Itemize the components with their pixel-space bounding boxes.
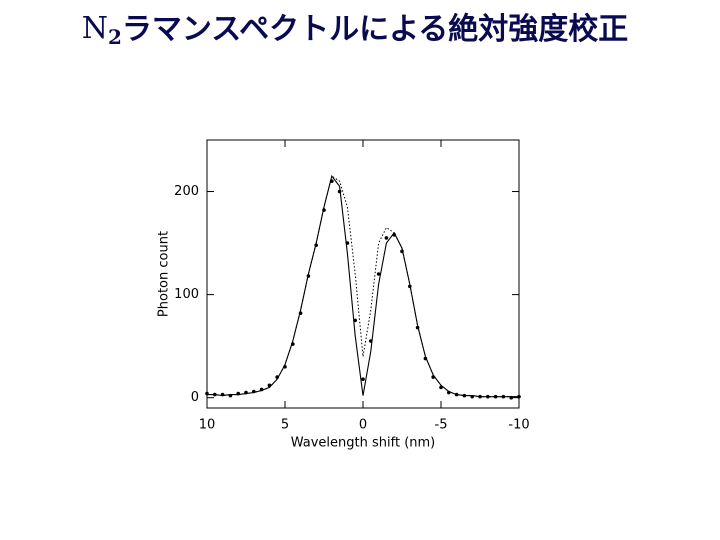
data-point xyxy=(439,385,443,390)
data-point xyxy=(384,236,389,240)
data-point xyxy=(408,284,412,289)
data-point xyxy=(236,391,240,396)
data-point xyxy=(220,392,225,397)
data-point xyxy=(314,243,319,247)
data-point xyxy=(369,339,373,343)
data-point xyxy=(244,390,248,395)
data-point xyxy=(337,189,342,194)
data-point xyxy=(283,364,287,369)
title-part: ラマンスペクトルによる絶対強度校正 xyxy=(122,12,628,47)
data-point xyxy=(486,394,490,399)
data-point xyxy=(330,179,334,184)
data-point xyxy=(345,241,350,245)
data-point xyxy=(322,208,326,212)
data-point xyxy=(400,249,404,254)
title-part: 2 xyxy=(108,25,122,49)
spectrum-line xyxy=(207,175,519,398)
y-tick-label: 0 xyxy=(191,390,199,405)
data-point xyxy=(493,394,498,399)
data-point xyxy=(361,377,365,381)
y-tick-label: 100 xyxy=(174,287,199,302)
data-point xyxy=(259,387,264,392)
x-tick-label: 0 xyxy=(359,418,367,433)
data-point xyxy=(470,394,475,399)
data-point xyxy=(275,375,280,379)
slide-title: N2ラマンスペクトルによる絶対強度校正 xyxy=(82,11,629,49)
x-tick-label: -10 xyxy=(508,418,529,433)
spectrum-line xyxy=(207,174,519,398)
data-point xyxy=(306,274,311,278)
data-point xyxy=(415,325,420,330)
data-point xyxy=(447,390,451,395)
data-point xyxy=(392,233,397,237)
data-point xyxy=(517,394,521,399)
data-point xyxy=(205,391,209,396)
x-axis-label: Wavelength shift (nm) xyxy=(291,436,436,451)
data-point xyxy=(298,311,303,315)
data-point xyxy=(291,342,295,346)
x-tick-label: 5 xyxy=(281,418,289,433)
data-point xyxy=(353,318,358,323)
plot-frame xyxy=(206,139,520,409)
x-tick-label: 10 xyxy=(199,418,216,433)
data-point xyxy=(478,394,482,399)
data-point xyxy=(423,356,428,361)
data-point xyxy=(501,394,506,399)
data-point xyxy=(267,383,272,388)
data-point xyxy=(228,393,233,398)
data-point xyxy=(462,393,467,398)
data-point xyxy=(454,392,459,397)
y-axis-label: Photon count xyxy=(157,231,172,317)
title-part: N xyxy=(82,11,108,46)
data-point xyxy=(376,272,381,276)
x-tick-label: -5 xyxy=(435,418,448,433)
y-tick-label: 200 xyxy=(174,184,199,199)
data-point xyxy=(509,395,513,400)
data-point xyxy=(431,375,436,379)
data-point xyxy=(252,389,256,394)
data-point xyxy=(213,392,217,397)
